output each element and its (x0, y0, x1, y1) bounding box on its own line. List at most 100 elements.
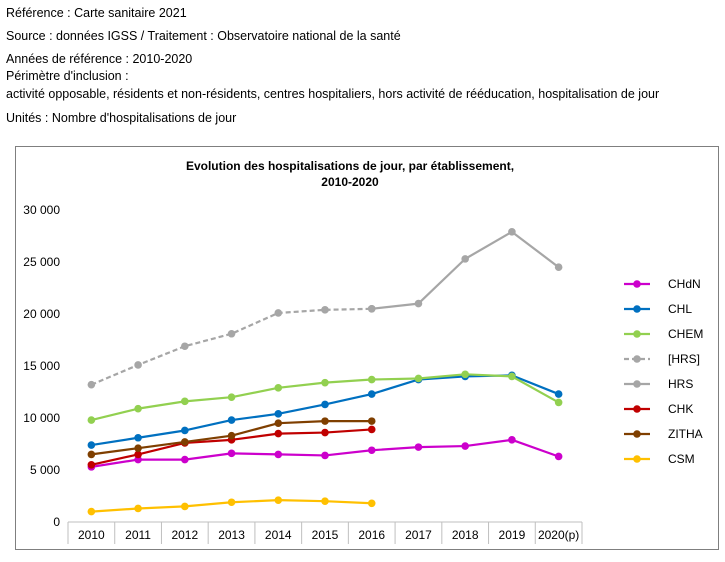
data-point (274, 384, 283, 392)
data-point (321, 417, 329, 425)
legend-swatch-marker (633, 280, 641, 288)
data-point (367, 390, 376, 398)
series-hrs-dashed (87, 305, 376, 389)
data-point (134, 433, 142, 442)
x-tick-label: 2013 (218, 528, 245, 542)
legend-item: HRS (624, 377, 693, 391)
data-point (227, 449, 236, 458)
x-tick-label: 2018 (452, 528, 479, 542)
y-tick-label: 0 (53, 515, 60, 529)
data-point (134, 504, 142, 513)
series-zitha (87, 417, 376, 459)
perimeter-label: Périmètre d'inclusion : (6, 69, 129, 83)
x-tick-label: 2017 (405, 528, 432, 542)
legend-label: HRS (668, 377, 693, 391)
data-point (134, 361, 142, 369)
data-point (87, 461, 96, 469)
legend-item: CHdN (624, 277, 701, 291)
data-point (554, 398, 563, 407)
x-tick-label: 2012 (171, 528, 198, 542)
legend-swatch-marker (633, 405, 641, 413)
data-point (274, 450, 283, 459)
data-point (414, 299, 423, 308)
chart-frame (15, 146, 719, 550)
legend-swatch-marker (633, 455, 641, 463)
legend-item: CHL (624, 302, 692, 316)
data-point (321, 306, 329, 314)
data-point (321, 497, 329, 506)
data-point (134, 444, 142, 452)
data-point (87, 450, 96, 459)
legend-label: CSM (668, 452, 695, 466)
data-point (367, 499, 376, 508)
data-point (87, 416, 96, 424)
data-point (227, 329, 236, 338)
data-point (181, 426, 189, 435)
legend-label: CHEM (668, 327, 703, 341)
legend-item: CHK (624, 402, 693, 416)
data-point (508, 436, 516, 444)
data-point (367, 425, 376, 434)
data-point (134, 455, 142, 464)
legend-item: ZITHA (624, 427, 703, 441)
y-tick-label: 15 000 (23, 359, 60, 373)
chart-title-line1: Evolution des hospitalisations de jour, … (186, 159, 514, 173)
data-point (134, 404, 142, 413)
data-point (554, 263, 563, 272)
years-text: Années de référence : 2010-2020 (6, 52, 193, 66)
data-point (554, 452, 563, 461)
legend-label: [HRS] (668, 352, 700, 366)
data-point (274, 496, 283, 504)
series-csm (87, 496, 376, 516)
data-point (554, 390, 563, 398)
y-tick-label: 30 000 (23, 203, 60, 217)
chart-title-line2: 2010-2020 (321, 175, 379, 189)
data-point (227, 431, 236, 440)
series-chdn (87, 436, 563, 471)
data-point (367, 417, 376, 425)
data-point (274, 419, 283, 428)
series-chem (87, 370, 563, 424)
x-tick-label: 2014 (265, 528, 292, 542)
data-point (227, 393, 236, 402)
legend-swatch-marker (633, 330, 641, 338)
data-point (87, 441, 96, 449)
data-point (367, 375, 376, 384)
data-point (181, 502, 189, 511)
legend-item: [HRS] (624, 352, 700, 366)
axes: 0 5 000 10 000 15 000 20 000 25 000 30 000 2010… (23, 203, 583, 544)
legend-label: CHL (668, 302, 692, 316)
legend-label: CHK (668, 402, 693, 416)
data-point (414, 374, 423, 383)
data-point (461, 370, 469, 379)
data-point (367, 305, 376, 313)
legend: CHdN CHL CHEM [HRS] HRS CHK ZITHA CSM (624, 277, 703, 466)
data-point (461, 442, 469, 450)
x-tick-label: 2015 (312, 528, 339, 542)
y-tick-label: 25 000 (23, 255, 60, 269)
data-point (461, 255, 469, 263)
source-text: Source : données IGSS / Traitement : Obs… (6, 29, 401, 43)
perimeter-value: activité opposable, résidents et non-rés… (6, 87, 660, 101)
legend-label: CHdN (668, 277, 701, 291)
legend-item: CSM (624, 452, 695, 466)
data-point (181, 342, 189, 351)
data-point (227, 416, 236, 424)
data-point (274, 429, 283, 438)
data-point (274, 309, 283, 317)
x-tick-label: 2020(p) (538, 528, 579, 542)
data-point (321, 378, 329, 387)
data-point (321, 428, 329, 437)
data-point (134, 450, 142, 459)
y-tick-label: 20 000 (23, 307, 60, 321)
legend-swatch-marker (633, 305, 641, 313)
reference-text: Référence : Carte sanitaire 2021 (6, 6, 187, 20)
y-tick-label: 5 000 (30, 463, 60, 477)
data-point (181, 397, 189, 406)
data-point (181, 438, 189, 446)
data-point (508, 228, 516, 236)
data-point (321, 451, 329, 460)
series-lines (87, 228, 563, 516)
legend-swatch-marker (633, 380, 641, 388)
